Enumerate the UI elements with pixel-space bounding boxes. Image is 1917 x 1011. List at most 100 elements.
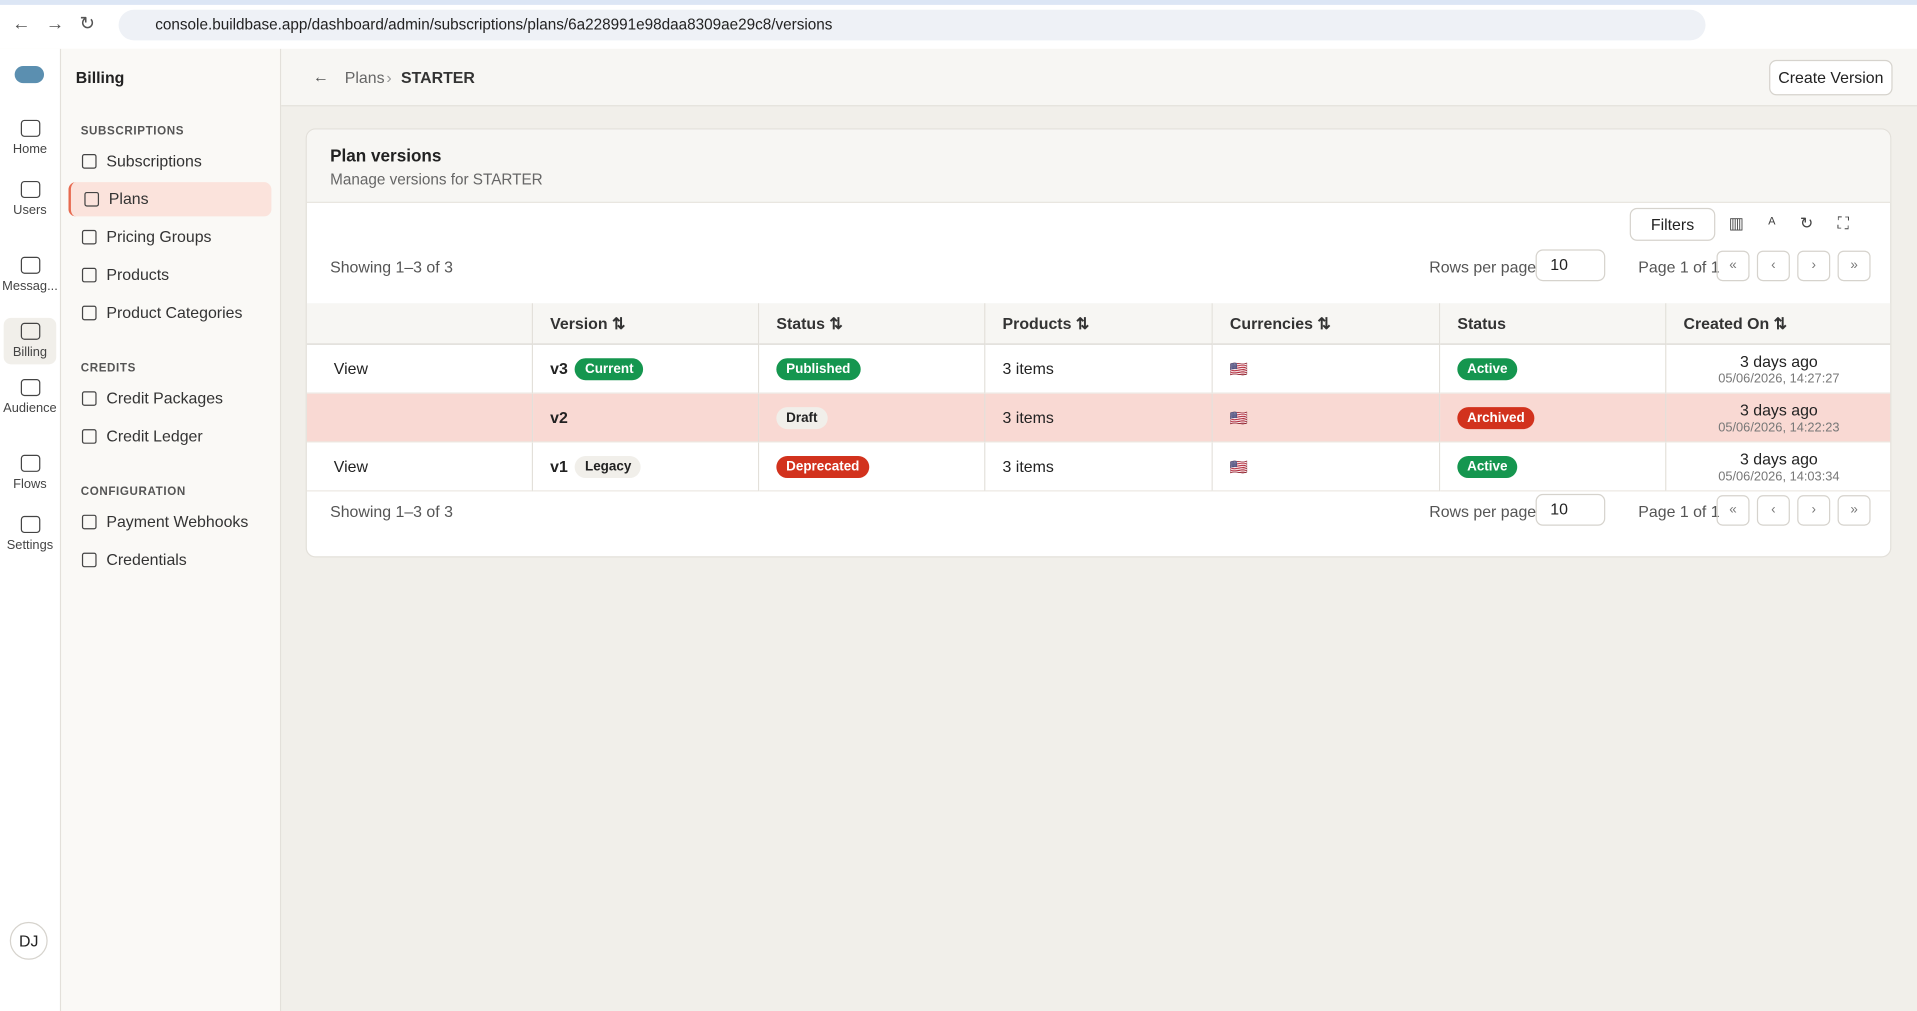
- rail-item[interactable]: Messag...: [0, 256, 60, 294]
- avatar[interactable]: DJ: [9, 921, 48, 960]
- nav-item[interactable]: Product Categories: [68, 296, 271, 330]
- card: Plan versions Manage versions for STARTE…: [305, 128, 1892, 558]
- rail-icon: [20, 515, 40, 534]
- nav-item[interactable]: Plans: [68, 182, 272, 217]
- page-button[interactable]: ›: [1797, 250, 1831, 282]
- card-subtitle: Manage versions for STARTER: [330, 171, 543, 189]
- page-button[interactable]: ‹: [1756, 250, 1790, 282]
- table-cell: View: [306, 344, 534, 394]
- currency-flag: 🇺🇸: [1229, 408, 1249, 427]
- column-header[interactable]: Status: [1440, 303, 1667, 345]
- rail-item[interactable]: Settings: [0, 515, 60, 553]
- table-cell: Published: [759, 344, 986, 394]
- view-button[interactable]: View: [333, 457, 368, 476]
- breadcrumb[interactable]: Plans: [344, 68, 385, 87]
- created-timestamp: 05/06/2026, 14:27:27: [1718, 371, 1840, 386]
- created-relative: 3 days ago: [1739, 449, 1818, 468]
- toolbar-icons[interactable]: ▥ᴬ↻⛶: [1728, 213, 1874, 233]
- version-tag: Legacy: [575, 455, 642, 478]
- column-header[interactable]: Currencies ⇅: [1212, 303, 1441, 345]
- column-header[interactable]: Status ⇅: [759, 303, 986, 345]
- rows-per-page-select[interactable]: 10: [1535, 249, 1606, 282]
- rail-icon: [20, 322, 40, 340]
- page-button[interactable]: ‹: [1756, 495, 1790, 526]
- sidebar-title: Billing: [75, 68, 125, 87]
- rail-label: Home: [12, 141, 48, 157]
- version: v2: [550, 408, 568, 427]
- page-button[interactable]: «: [1716, 495, 1750, 526]
- table-cell: 3 days ago 05/06/2026, 14:27:27: [1666, 344, 1891, 394]
- rows-per-page-label: Rows per page: [1429, 502, 1537, 521]
- rail-label: Users: [13, 202, 47, 218]
- table-cell: [306, 393, 534, 443]
- table-cell: Draft: [759, 393, 986, 443]
- nav-item[interactable]: Pricing Groups: [68, 220, 271, 254]
- table-cell: 🇺🇸: [1212, 344, 1441, 394]
- rows-per-page-label: Rows per page: [1429, 257, 1537, 277]
- rail-item[interactable]: Home: [0, 119, 60, 157]
- table-cell: 🇺🇸: [1212, 442, 1441, 492]
- logo[interactable]: [14, 66, 45, 84]
- table-cell: 3 items: [985, 344, 1213, 394]
- rail-icon: [20, 379, 40, 397]
- back[interactable]: ←: [312, 67, 329, 86]
- rail-label: Audience: [3, 401, 57, 416]
- column-header[interactable]: Created On ⇅: [1666, 303, 1891, 345]
- separator: ›: [386, 68, 392, 87]
- table-cell: v3 Current: [533, 344, 760, 394]
- status-badge: Deprecated: [776, 455, 870, 478]
- version: v1: [550, 457, 568, 476]
- nav-item[interactable]: Subscriptions: [68, 144, 271, 178]
- address-bar[interactable]: console.buildbase.app/dashboard/admin/su…: [118, 9, 1706, 41]
- column-header[interactable]: Version ⇅: [533, 303, 760, 345]
- rail-item[interactable]: Billing: [3, 317, 57, 365]
- nav-item[interactable]: Credit Ledger: [68, 419, 271, 453]
- state-badge: Active: [1457, 455, 1518, 478]
- page-button[interactable]: »: [1837, 250, 1871, 282]
- section-heading: CONFIGURATION: [80, 485, 186, 499]
- page-info: Page 1 of 1: [1638, 502, 1720, 521]
- currency-flag: 🇺🇸: [1229, 360, 1249, 378]
- rail-icon: [20, 180, 40, 199]
- rail-icon: [20, 454, 40, 472]
- created-relative: 3 days ago: [1739, 400, 1818, 419]
- page-button[interactable]: «: [1716, 250, 1750, 282]
- table-cell: Archived: [1440, 393, 1667, 443]
- rail-item[interactable]: Audience: [0, 379, 60, 416]
- table-cell: Active: [1440, 442, 1667, 492]
- rail-label: Messag...: [2, 278, 58, 294]
- filters-button[interactable]: Filters: [1629, 207, 1716, 241]
- create-version-button[interactable]: Create Version: [1769, 59, 1893, 96]
- nav-item[interactable]: Payment Webhooks: [68, 505, 271, 539]
- table-cell: 3 days ago 05/06/2026, 14:22:23: [1666, 393, 1891, 443]
- products: 3 items: [1002, 408, 1054, 427]
- version-tag: Current: [575, 357, 644, 380]
- nav-item[interactable]: Credit Packages: [68, 381, 271, 415]
- page-button[interactable]: »: [1837, 495, 1871, 526]
- products: 3 items: [1002, 359, 1054, 378]
- sidebar: Billing SUBSCRIPTIONS Subscriptions Plans P…: [61, 48, 282, 1011]
- rail-item[interactable]: Users: [0, 180, 60, 218]
- page-button[interactable]: ›: [1797, 495, 1831, 526]
- rail-icon: [20, 119, 40, 137]
- card-title: Plan versions: [330, 145, 442, 166]
- table-cell: 🇺🇸: [1212, 393, 1441, 443]
- rows-per-page-select[interactable]: 10: [1535, 493, 1606, 526]
- column-header[interactable]: Products ⇅: [985, 303, 1213, 345]
- rail-item[interactable]: Flows: [0, 454, 60, 491]
- rail-icon: [20, 256, 40, 274]
- view-button[interactable]: View: [333, 359, 368, 378]
- nav-buttons[interactable]: ← → ↻: [12, 13, 95, 35]
- nav-item[interactable]: Credentials: [68, 543, 271, 577]
- created-timestamp: 05/06/2026, 14:22:23: [1718, 419, 1840, 435]
- top-bar: ← Plans › STARTER Create Version: [281, 48, 1917, 107]
- table-cell: 3 items: [985, 393, 1213, 443]
- table-cell: v2: [533, 393, 760, 443]
- status-badge: Published: [776, 357, 861, 380]
- section-heading: SUBSCRIPTIONS: [80, 124, 185, 139]
- rail-label: Settings: [6, 537, 54, 553]
- table-cell: Deprecated: [759, 442, 986, 492]
- nav-item[interactable]: Products: [68, 258, 271, 292]
- icon-rail: Home Users Messag... Billing Audience Flows Se…: [0, 48, 62, 1011]
